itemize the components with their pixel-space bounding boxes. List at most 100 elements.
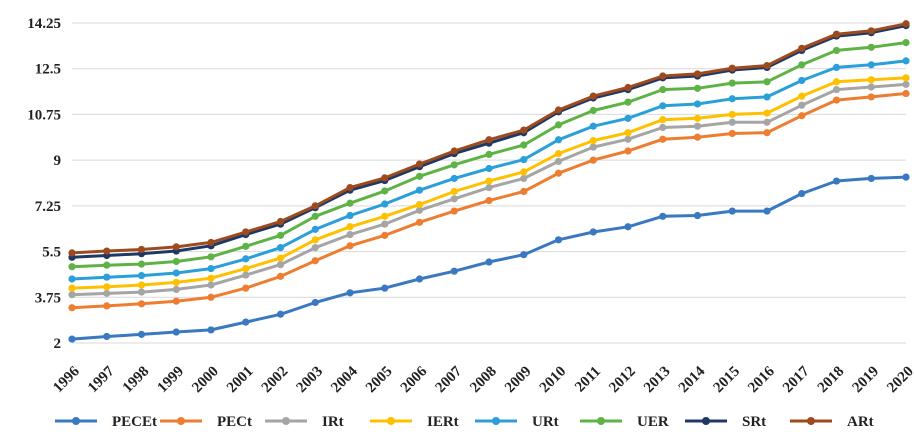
data-point	[728, 118, 736, 126]
data-point	[207, 293, 215, 301]
data-point	[763, 118, 771, 126]
data-point	[311, 212, 319, 220]
y-tick-label: 3.75	[35, 290, 61, 306]
data-point	[693, 211, 702, 220]
data-point	[832, 30, 841, 38]
data-point	[450, 267, 458, 275]
series-uer	[68, 38, 910, 271]
data-point	[103, 247, 111, 255]
data-point	[554, 157, 563, 166]
x-tick-label: 2000	[189, 364, 222, 397]
data-point	[624, 147, 632, 155]
data-point	[103, 283, 111, 291]
data-point	[485, 150, 493, 158]
data-point	[728, 207, 736, 215]
data-point	[242, 271, 250, 279]
series-urt	[68, 57, 910, 283]
data-point	[867, 76, 875, 84]
series-lines	[68, 20, 910, 343]
x-tick-label: 2004	[328, 363, 361, 396]
data-point	[763, 109, 771, 117]
x-tick-label: 1996	[50, 363, 83, 396]
data-point	[68, 275, 76, 283]
legend-marker	[807, 417, 815, 425]
legend-marker	[702, 417, 710, 425]
data-point	[867, 93, 875, 101]
data-point	[728, 110, 736, 119]
data-point	[415, 160, 424, 168]
series-pecet	[68, 173, 910, 343]
data-point	[415, 206, 424, 214]
data-point	[624, 83, 632, 92]
data-point	[624, 114, 632, 122]
data-point	[798, 101, 806, 109]
data-point	[832, 96, 841, 104]
x-tick-label: 2011	[572, 364, 604, 396]
x-tick-label: 1997	[85, 363, 118, 396]
data-point	[832, 177, 841, 185]
data-point	[520, 174, 528, 183]
data-point	[242, 228, 250, 236]
y-tick-label: 9	[54, 153, 62, 169]
data-point	[832, 63, 841, 72]
data-point	[659, 135, 667, 143]
data-point	[485, 258, 493, 266]
data-point	[68, 291, 76, 299]
legend-item: PECt	[160, 414, 252, 430]
legend-marker	[387, 417, 395, 425]
x-tick-label: 2017	[780, 363, 813, 396]
data-point	[624, 135, 632, 143]
x-tick-label: 2003	[294, 364, 327, 397]
data-point	[276, 310, 285, 318]
legend-label: ARt	[847, 414, 874, 430]
data-point	[381, 200, 389, 208]
data-point	[902, 89, 910, 98]
data-point	[867, 83, 875, 91]
x-tick-label: 1998	[120, 364, 153, 397]
data-point	[311, 236, 319, 244]
legend-marker	[72, 417, 80, 425]
data-point	[450, 207, 458, 215]
data-point	[137, 272, 146, 280]
data-point	[415, 200, 424, 209]
y-tick-label: 5.5	[42, 245, 61, 261]
data-point	[693, 100, 702, 108]
data-point	[763, 93, 771, 101]
legend-marker	[597, 417, 605, 425]
x-axis-tick-labels: 1996 1997 1998 1999 2000 2001 2002 2003 2004 2005…	[50, 363, 914, 396]
data-point	[311, 244, 319, 252]
data-point	[172, 269, 180, 277]
data-point	[520, 187, 528, 196]
data-point	[137, 300, 146, 308]
data-point	[867, 174, 875, 183]
x-tick-label: 2012	[606, 364, 639, 397]
data-point	[520, 156, 528, 164]
data-point	[276, 244, 285, 252]
legend-label: UER	[637, 414, 669, 430]
data-point	[728, 129, 736, 138]
data-point	[659, 212, 667, 220]
legend-item: IRt	[265, 414, 344, 430]
data-point	[311, 202, 319, 210]
data-point	[311, 257, 319, 265]
data-point	[728, 95, 736, 103]
data-point	[450, 161, 458, 169]
data-point	[207, 253, 215, 261]
series-iert	[68, 74, 910, 292]
data-point	[242, 255, 250, 263]
data-point	[798, 112, 806, 120]
data-point	[103, 332, 111, 341]
y-tick-label: 2	[54, 336, 62, 352]
series-art	[68, 20, 910, 257]
x-tick-label: 2018	[815, 364, 848, 397]
legend-label: SRt	[742, 414, 766, 430]
data-point	[867, 61, 875, 69]
data-point	[798, 76, 806, 85]
legend-marker	[492, 417, 500, 425]
data-point	[172, 328, 180, 336]
data-point	[242, 284, 250, 292]
data-point	[902, 38, 910, 47]
legend-label: URt	[532, 414, 559, 430]
x-tick-label: 2020	[884, 364, 914, 397]
